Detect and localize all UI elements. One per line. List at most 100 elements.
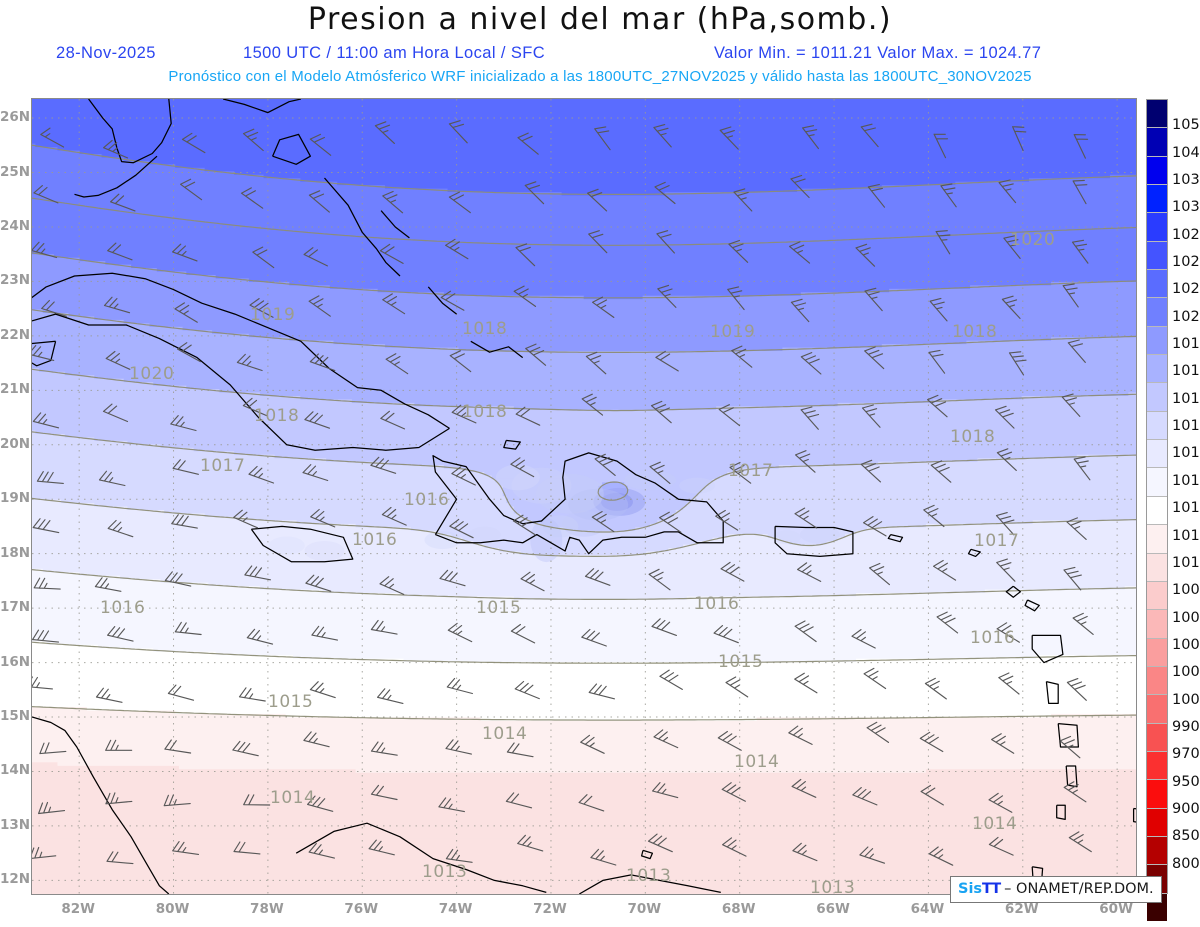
wind-barb [32,345,55,361]
colorbar-label-1008: 1008 [1172,582,1200,599]
colorbar-band-18 [1147,610,1167,639]
coastline-guadeloupe [1031,634,1064,664]
coastline-bahamas1 [222,99,302,114]
coastline-stvincent [1056,804,1066,821]
model-subtitle: Pronóstico con el Modelo Atmósferico WRF… [168,68,1032,85]
wind-barb [923,504,945,528]
wind-barb [657,284,677,308]
coastline-stlucia [1065,765,1078,788]
wind-barb [861,404,881,428]
wind-barb [181,132,206,154]
wind-barb [587,188,608,212]
coastline-venez [578,874,721,894]
wind-barb [866,721,890,743]
wind-barb [717,730,742,751]
wind-barb [103,139,129,159]
wind-barb [309,133,332,156]
colorbar-band-12 [1147,440,1167,469]
contour-1019 [32,309,1136,353]
wind-barb [308,295,331,317]
wind-barb [105,739,133,751]
colorbar-label-1035: 1035 [1172,172,1200,189]
wind-barb [794,620,817,643]
contour-label: 1014 [482,724,527,744]
contour-label: 1020 [129,364,174,384]
coastline-keys [74,155,158,198]
wind-barb [794,507,818,529]
x-axis-tick-74W: 74W [438,901,473,917]
wind-barb [438,797,465,813]
wind-barb [988,792,1013,813]
wind-barb [656,230,675,254]
wind-barb [651,618,677,636]
coastline-cuba_n [32,272,450,429]
contour-label: 1016 [404,490,449,510]
wind-barb [374,121,395,144]
wind-barb [451,404,477,424]
colorbar-band-13 [1147,468,1167,497]
forecast-date: 28-Nov-2025 [56,44,156,62]
x-axis-tick-68W: 68W [721,901,756,917]
coastline-bahamas2 [272,133,312,165]
wind-barb [172,459,199,475]
wind-barb [863,667,887,690]
contour-label: 1017 [200,456,245,476]
contour-label: 1018 [462,402,507,422]
wind-barb [727,286,745,311]
map-plot-area: 1020 1020 1019 1018 1018 1018 1019 1018 1018 1017… [31,98,1137,895]
colorbar-label-1013: 1013 [1172,500,1200,517]
wind-barb [307,795,334,812]
wind-barb [445,848,473,863]
wind-barb [647,833,673,853]
wind-barb [996,448,1017,471]
colorbar-band-5 [1147,241,1167,271]
wind-barb [380,410,406,430]
contour-label: 1014 [734,752,779,772]
wind-barb [379,243,404,264]
wind-barb [859,846,886,864]
wind-barb [654,181,676,205]
wind-barb [232,740,259,757]
wind-barb [1001,295,1021,319]
wind-barb [377,688,404,704]
wind-barb [33,577,61,590]
y-axis-tick-12N: 12N [0,871,31,888]
wind-barb [594,453,616,476]
colorbar-band-7 [1147,298,1167,327]
wind-barb [445,238,469,260]
wind-barb [524,181,545,205]
wind-barb [311,625,338,641]
wind-barb [370,741,398,756]
y-axis-tick-25N: 25N [0,163,31,180]
wind-barb [242,397,268,417]
contour-label: 1013 [810,878,855,894]
colorbar-label-1000: 1000 [1172,691,1200,708]
wind-barb [800,406,820,430]
wind-barb [802,125,819,150]
wind-barb [308,842,335,859]
map-canvas: 1020 1020 1019 1018 1018 1018 1019 1018 1018 1017… [32,99,1136,894]
wind-barb [800,352,822,375]
coastline-leeward2 [967,548,981,558]
y-axis-tick-15N: 15N [0,708,31,725]
page-title: Presion a nivel del mar (hPa,somb.) [307,2,893,37]
coastline-bahamas5 [427,286,457,315]
coastline-leeward3 [1005,585,1022,598]
wind-barb [110,193,136,212]
colorbar-label-800: 800 [1172,855,1200,872]
wind-barb [32,241,58,259]
wind-barb [790,174,810,199]
wind-barb [1067,339,1086,363]
wind-barb [370,619,398,635]
colorbar-band-24 [1147,780,1167,809]
wind-barb [170,415,197,432]
wind-barb [177,342,201,363]
colorbar-label-1030: 1030 [1172,199,1200,216]
wind-barb [520,571,545,592]
wind-barb [517,834,544,852]
wind-barb [1008,351,1027,376]
wind-barb [303,731,330,748]
wind-barb [940,183,957,208]
contour-label: 1014 [972,814,1017,834]
wind-barb [381,506,407,526]
